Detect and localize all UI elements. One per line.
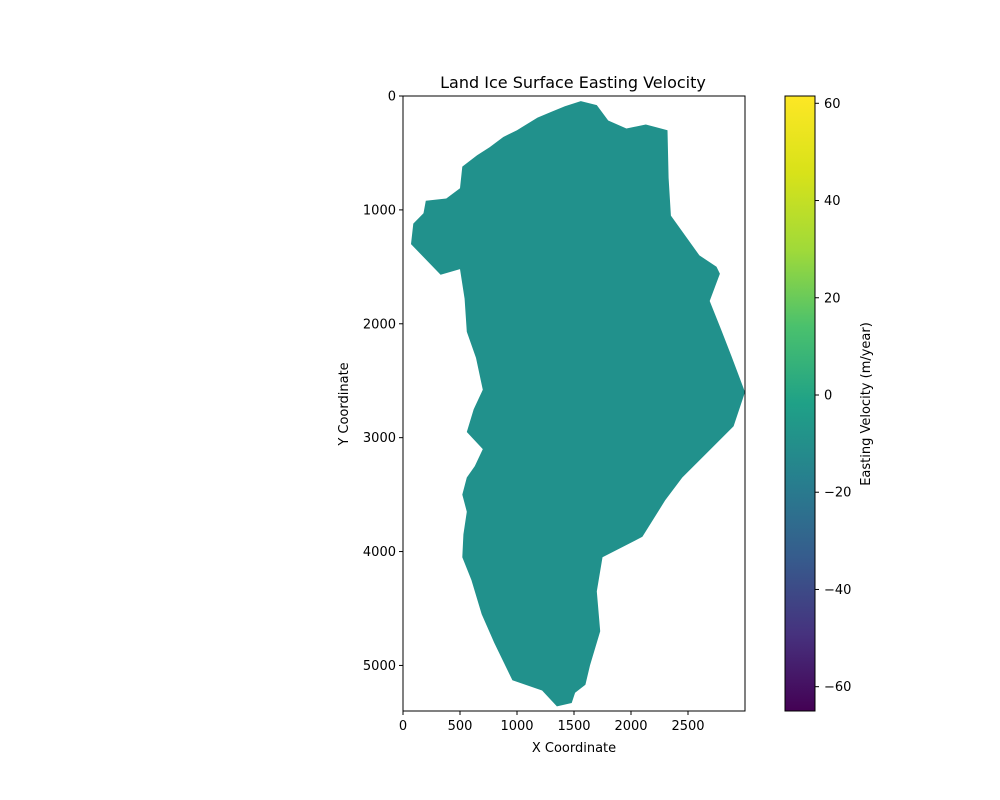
colorbar-tick-label: 60 xyxy=(824,97,841,112)
colorbar-label: Easting Velocity (m/year) xyxy=(859,322,874,486)
y-tick-label: 3000 xyxy=(363,431,396,446)
colorbar: −60 −40 −20 0 20 40 60 xyxy=(784,95,851,712)
x-axis-label: X Coordinate xyxy=(532,741,616,756)
x-tick-label: 500 xyxy=(448,719,473,734)
y-axis-label: Y Coordinate xyxy=(337,362,352,446)
colorbar-tick-label: 20 xyxy=(824,291,841,306)
y-tick-label: 4000 xyxy=(363,545,396,560)
y-axis: 0 1000 2000 3000 4000 5000 xyxy=(363,90,403,674)
chart-title: Land Ice Surface Easting Velocity xyxy=(440,73,706,92)
y-tick-label: 0 xyxy=(388,90,396,105)
x-axis: 0 500 1000 1500 2000 2500 xyxy=(399,711,705,734)
x-tick-label: 2500 xyxy=(671,719,704,734)
y-tick-label: 1000 xyxy=(363,203,396,218)
plot-area xyxy=(402,95,746,712)
colorbar-tick-label: 40 xyxy=(824,194,841,209)
x-tick-label: 2000 xyxy=(614,719,647,734)
ice-sheet-velocity-field xyxy=(411,101,745,707)
x-tick-label: 0 xyxy=(399,719,407,734)
x-tick-label: 1500 xyxy=(557,719,590,734)
colorbar-gradient xyxy=(784,95,816,712)
colorbar-tick-label: 0 xyxy=(824,388,832,403)
colorbar-tick-label: −40 xyxy=(824,583,851,598)
colorbar-tick-label: −60 xyxy=(824,680,851,695)
y-tick-label: 2000 xyxy=(363,317,396,332)
x-tick-label: 1000 xyxy=(500,719,533,734)
y-tick-label: 5000 xyxy=(363,659,396,674)
colorbar-tick-label: −20 xyxy=(824,486,851,501)
